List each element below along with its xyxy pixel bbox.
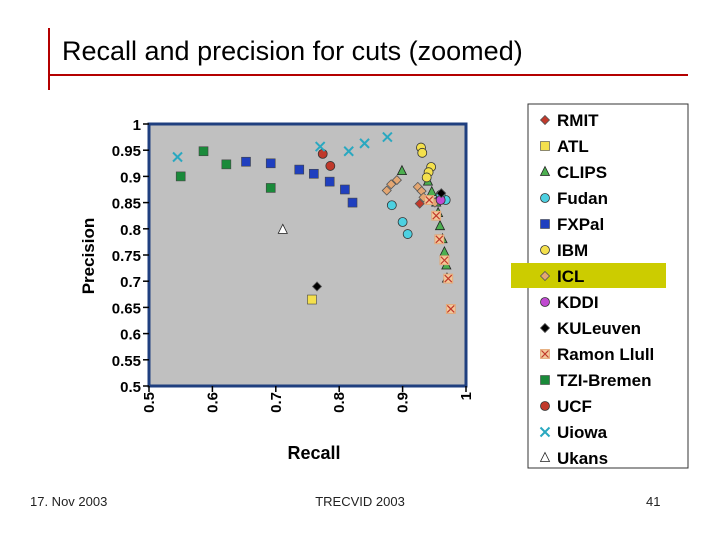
x-tick-label: 0.5: [141, 392, 158, 413]
data-point-ucf: [325, 161, 336, 171]
y-tick-label: 0.9: [120, 169, 141, 186]
legend-marker-fxpal: [540, 219, 550, 229]
legend-label-fxpal: FXPal: [557, 215, 604, 234]
y-tick-label: 0.8: [120, 222, 141, 239]
y-tick-label: 0.5: [120, 379, 141, 396]
legend-label-uiowa: Uiowa: [557, 423, 608, 442]
legend-label-tzi-bremen: TZI-Bremen: [557, 371, 651, 390]
x-tick-label: 0.8: [331, 392, 348, 413]
data-point-fudan: [397, 217, 408, 227]
y-tick-label: 0.55: [112, 353, 141, 370]
legend-marker-ibm: [540, 245, 550, 255]
legend-label-clips: CLIPS: [557, 163, 607, 182]
data-point-uiowa: [359, 138, 370, 149]
data-point-fxpal: [347, 197, 358, 208]
legend-marker-tzi-bremen: [540, 375, 550, 385]
data-point-ramon-llull: [431, 210, 442, 221]
data-point-fxpal: [294, 164, 305, 175]
legend-marker-kddi: [540, 297, 550, 307]
data-point-uiowa: [343, 146, 354, 157]
title-accent-rule-horizontal: [48, 74, 688, 76]
legend-label-kuleuven: KULeuven: [557, 319, 641, 338]
y-tick-label: 0.75: [112, 248, 141, 265]
legend-marker-ukans: [539, 451, 551, 462]
x-tick-label: 0.7: [268, 392, 285, 413]
legend-label-icl: ICL: [557, 267, 584, 286]
data-point-tzi-bremen: [265, 183, 276, 193]
legend-label-fudan: Fudan: [557, 189, 608, 208]
legend-marker-rmit: [539, 114, 551, 126]
data-point-tzi-bremen: [221, 159, 232, 170]
footer-page-number: 41: [646, 494, 661, 509]
x-tick-label: 1: [458, 392, 475, 400]
data-point-kuleuven: [436, 188, 447, 199]
legend-marker-icl: [539, 270, 551, 282]
legend-marker-fudan: [540, 193, 550, 203]
data-point-icl: [386, 179, 397, 190]
legend-marker-kuleuven: [539, 322, 551, 334]
y-axis: 1 0.95 0.9 0.85 0.8 0.75 0.7 0.65 0.6 0.55 0.5: [112, 117, 149, 396]
data-point-rmit: [414, 198, 425, 209]
y-tick-label: 0.65: [112, 300, 141, 317]
y-tick-label: 1: [133, 117, 141, 134]
data-point-fxpal: [265, 158, 276, 169]
data-point-fudan: [402, 229, 413, 239]
footer-date: 17. Nov 2003: [30, 494, 108, 509]
data-point-ucf: [317, 148, 328, 159]
data-point-icl: [381, 185, 392, 196]
data-point-ibm: [417, 147, 428, 158]
x-tick-label: 0.9: [395, 392, 412, 413]
x-axis: 0.5 0.6 0.7 0.8 0.9 1: [141, 386, 475, 413]
data-point-fxpal: [324, 176, 335, 187]
legend-label-ramon-llull: Ramon Llull: [557, 345, 654, 364]
legend-label-ibm: IBM: [557, 241, 588, 260]
data-point-fxpal: [340, 184, 350, 195]
data-point-ramon-llull: [445, 304, 456, 314]
data-point-tzi-bremen: [198, 146, 209, 157]
slide-title: Recall and precision for cuts (zoomed): [62, 36, 523, 66]
data-point-ramon-llull: [434, 234, 445, 245]
y-tick-label: 0.7: [120, 274, 141, 291]
y-axis-label: Precision: [79, 218, 98, 295]
data-point-uiowa: [314, 141, 326, 152]
legend-label-ucf: UCF: [557, 397, 592, 416]
legend-marker-clips: [539, 165, 551, 176]
data-point-ramon-llull: [439, 255, 450, 266]
data-point-fxpal: [241, 156, 251, 167]
legend-marker-uiowa: [539, 426, 551, 438]
data-point-atl: [307, 294, 317, 305]
legend-label-ukans: Ukans: [557, 449, 608, 468]
y-tick-label: 0.85: [112, 196, 141, 213]
data-point-icl: [391, 175, 402, 186]
title-accent-rule-vertical: [48, 28, 50, 90]
data-point-clips: [396, 164, 408, 176]
data-point-ibm: [421, 172, 432, 183]
legend-marker-ucf: [540, 401, 550, 411]
data-point-ramon-llull: [443, 273, 454, 284]
data-point-fudan: [386, 200, 397, 211]
x-axis-label: Recall: [287, 443, 340, 463]
legend-marker-atl: [540, 141, 550, 151]
footer-event: TRECVID 2003: [315, 494, 405, 509]
y-tick-label: 0.95: [112, 143, 141, 160]
data-point-uiowa: [172, 151, 183, 163]
y-tick-label: 0.6: [120, 327, 141, 344]
legend-highlight: [511, 263, 666, 288]
plot-area: [147, 122, 468, 388]
data-points: [172, 131, 456, 314]
legend-marker-ramon-llull: [540, 349, 550, 359]
legend-label-rmit: RMIT: [557, 111, 599, 130]
x-tick-label: 0.6: [204, 392, 221, 413]
data-point-kuleuven: [311, 281, 323, 292]
data-point-ukans: [277, 223, 288, 234]
data-point-clips: [434, 219, 446, 231]
data-point-tzi-bremen: [175, 171, 186, 182]
data-point-uiowa: [382, 131, 393, 143]
legend-label-atl: ATL: [557, 137, 589, 156]
data-point-fxpal: [309, 168, 319, 179]
legend-label-kddi: KDDI: [557, 293, 599, 312]
legend: RMIT ATL CLIPS Fudan FXPal IBM ICL KDDI KULeuven…: [539, 111, 654, 468]
data-point-ramon-llull: [424, 195, 435, 205]
